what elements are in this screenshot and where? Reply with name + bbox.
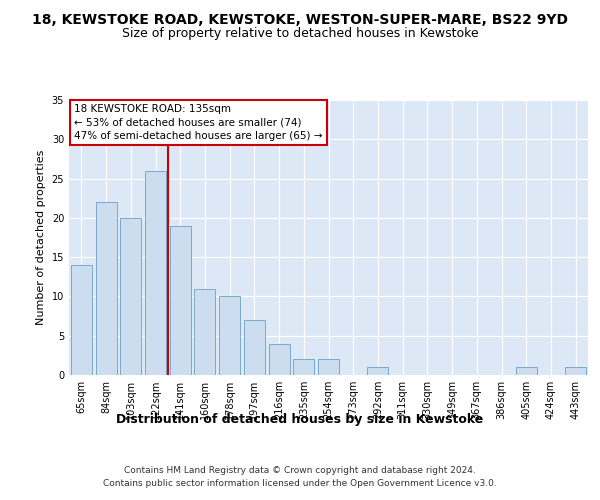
Text: 18 KEWSTOKE ROAD: 135sqm
← 53% of detached houses are smaller (74)
47% of semi-d: 18 KEWSTOKE ROAD: 135sqm ← 53% of detach…: [74, 104, 323, 141]
Bar: [367, 367, 388, 375]
Bar: [269, 344, 290, 375]
Bar: [318, 360, 339, 375]
Bar: [145, 170, 166, 375]
Bar: [244, 320, 265, 375]
Bar: [194, 288, 215, 375]
Bar: [120, 218, 141, 375]
Bar: [219, 296, 240, 375]
Y-axis label: Number of detached properties: Number of detached properties: [36, 150, 46, 325]
Bar: [565, 367, 586, 375]
Text: Contains public sector information licensed under the Open Government Licence v3: Contains public sector information licen…: [103, 479, 497, 488]
Bar: [516, 367, 537, 375]
Bar: [71, 265, 92, 375]
Text: 18, KEWSTOKE ROAD, KEWSTOKE, WESTON-SUPER-MARE, BS22 9YD: 18, KEWSTOKE ROAD, KEWSTOKE, WESTON-SUPE…: [32, 12, 568, 26]
Text: Distribution of detached houses by size in Kewstoke: Distribution of detached houses by size …: [116, 412, 484, 426]
Bar: [170, 226, 191, 375]
Text: Size of property relative to detached houses in Kewstoke: Size of property relative to detached ho…: [122, 28, 478, 40]
Text: Contains HM Land Registry data © Crown copyright and database right 2024.: Contains HM Land Registry data © Crown c…: [124, 466, 476, 475]
Bar: [293, 360, 314, 375]
Bar: [95, 202, 116, 375]
